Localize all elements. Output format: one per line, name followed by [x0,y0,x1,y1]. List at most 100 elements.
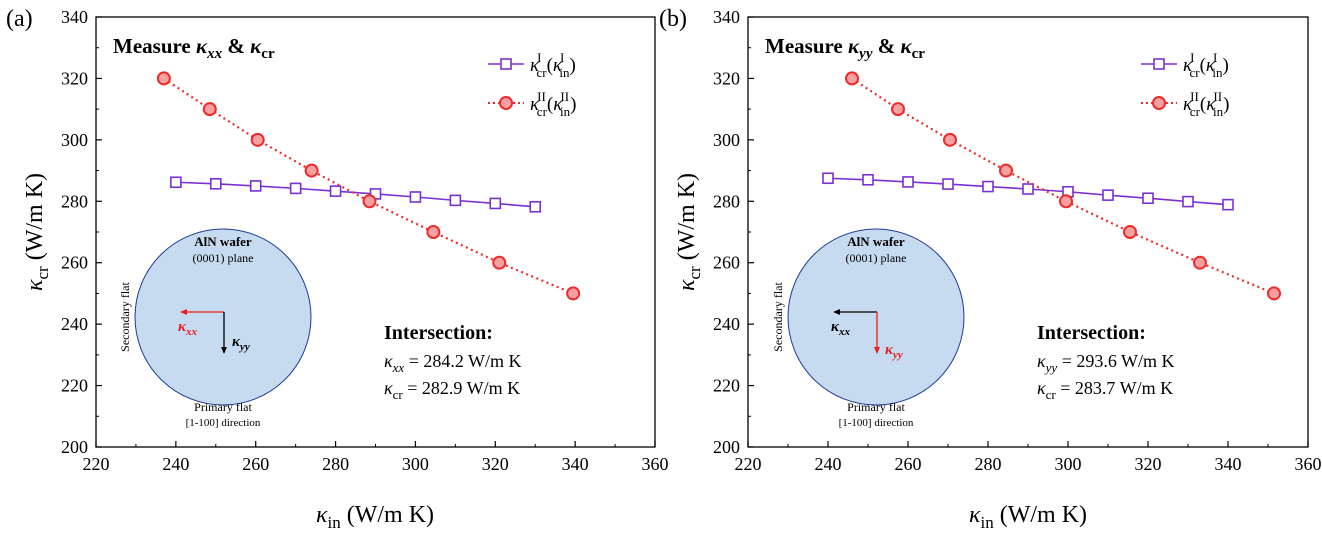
data-point-square [170,176,182,189]
data-point-circle [250,132,265,147]
data-point-circle [1059,194,1073,209]
legend-label-2: κII cr(κII in) [530,89,576,119]
y-tick-label: 320 [713,68,740,88]
data-point-circle [999,163,1013,178]
y-tick-label: 300 [713,130,740,150]
secondary-flat-label: Secondary flat [118,282,132,352]
chart-title: Measure κxx & κcr [113,34,275,62]
legend-marker-circle [1152,96,1166,110]
x-tick-label: 340 [1215,454,1242,474]
data-point-square [409,191,422,203]
data-point-square [249,180,262,192]
panel-b: (b) 220 240 260 280 300 320 340 360 20022024026… [659,6,1322,532]
data-point-circle [1267,286,1281,301]
intersection-title: Intersection: [384,322,493,344]
x-tick-label: 360 [1295,454,1322,474]
data-point-square [1182,195,1194,208]
data-point-square [1022,183,1034,195]
y-tick-label: 340 [713,7,740,27]
wafer-title: AlN wafer [847,234,905,249]
series-group [822,71,1281,301]
data-point-square [449,194,462,207]
legend-label-2: κII cr(κII in) [1183,89,1229,119]
y-tick-label: 220 [713,376,740,396]
legend-marker-square [1153,58,1165,70]
wafer-plane: (0001) plane [846,251,907,265]
y-axis-label: κcr (W/m K) [674,173,704,291]
wafer-inset: AlN wafer (0001) plane Secondary flat Pr… [771,228,965,429]
y-axis-label: κcr (W/m K) [22,173,52,291]
wafer-title: AlN wafer [194,234,252,249]
wafer-circle [787,228,965,406]
y-tick-label: 280 [61,191,88,211]
y-tick-label: 200 [713,437,740,457]
y-tick-label: 240 [61,314,88,334]
series-line [175,181,536,208]
data-point-circle [1193,255,1207,270]
vertical-arrow-label: κyy [232,334,250,353]
y-tick-label: 260 [61,253,88,273]
data-point-square [329,185,342,197]
data-point-circle [202,102,217,117]
data-point-circle [426,225,441,239]
y-tick-label: 340 [61,7,88,27]
data-point-square [289,182,302,195]
data-point-circle [566,286,581,301]
intersection-line-1: κyy = 293.6 W/m K [1037,351,1175,375]
y-tick-label: 280 [713,191,740,211]
y-tick-label: 260 [713,253,740,273]
intersection-box: Intersection: κxx = 284.2 W/m K κcr = 28… [384,322,522,402]
data-point-square [209,177,222,190]
wafer-plane: (0001) plane [193,251,254,265]
vertical-arrowhead [221,347,227,354]
data-point-circle [845,71,859,86]
y-axis: 200 220 240 260 280 300 320 340 [713,7,754,457]
data-point-circle [1123,225,1137,239]
data-point-square [982,180,994,193]
data-point-circle [943,132,957,147]
data-point-square [489,197,502,210]
x-axis-label: κin (W/m K) [969,502,1087,530]
horizontal-arrow-label: κxx [831,319,850,338]
x-tick-label: 260 [895,454,922,474]
x-tick-label: 260 [242,454,269,474]
x-tick-label: 300 [402,454,429,474]
panel-a: (a) 220 240 260 280 300 320 340 360 20022024026… [6,6,669,532]
series-group [156,71,581,301]
primary-direction-label: [1-100] direction [839,417,914,429]
primary-flat-label: Primary flat [194,400,252,414]
x-axis-label: κin (W/m K) [316,502,434,530]
vertical-arrow-label: κyy [885,342,903,361]
primary-flat-label: Primary flat [847,400,905,414]
x-tick-label: 280 [975,454,1002,474]
wafer-circle [134,228,312,406]
x-tick-label: 220 [735,454,762,474]
y-tick-label: 300 [61,130,88,150]
intersection-line-2: κcr = 283.7 W/m K [1037,378,1173,402]
x-tick-label: 320 [1135,454,1162,474]
x-axis: 220 240 260 280 300 320 340 360 [83,441,669,474]
data-point-circle [891,102,905,117]
legend-label-1: κI cr(κI in) [530,50,576,80]
data-point-circle [492,255,507,270]
legend: κI cr(κI in) κII cr(κII in) [1141,50,1229,119]
data-point-circle [156,71,171,86]
legend-marker-square [500,58,512,70]
data-point-square [1142,192,1154,205]
y-axis: 200 220 240 260 280 300 320 340 [61,7,102,457]
x-tick-label: 240 [815,454,842,474]
data-point-square [822,172,834,185]
intersection-line-1: κxx = 284.2 W/m K [384,351,522,375]
y-tick-label: 240 [713,314,740,334]
panel-label: (a) [6,6,33,32]
data-point-square [942,178,954,190]
intersection-title: Intersection: [1037,322,1146,344]
data-point-circle [362,194,377,209]
y-tick-label: 320 [61,68,88,88]
horizontal-arrowhead [180,309,187,315]
x-tick-label: 240 [162,454,189,474]
x-tick-label: 340 [562,454,589,474]
data-point-square [529,201,542,213]
data-point-square [902,176,914,188]
